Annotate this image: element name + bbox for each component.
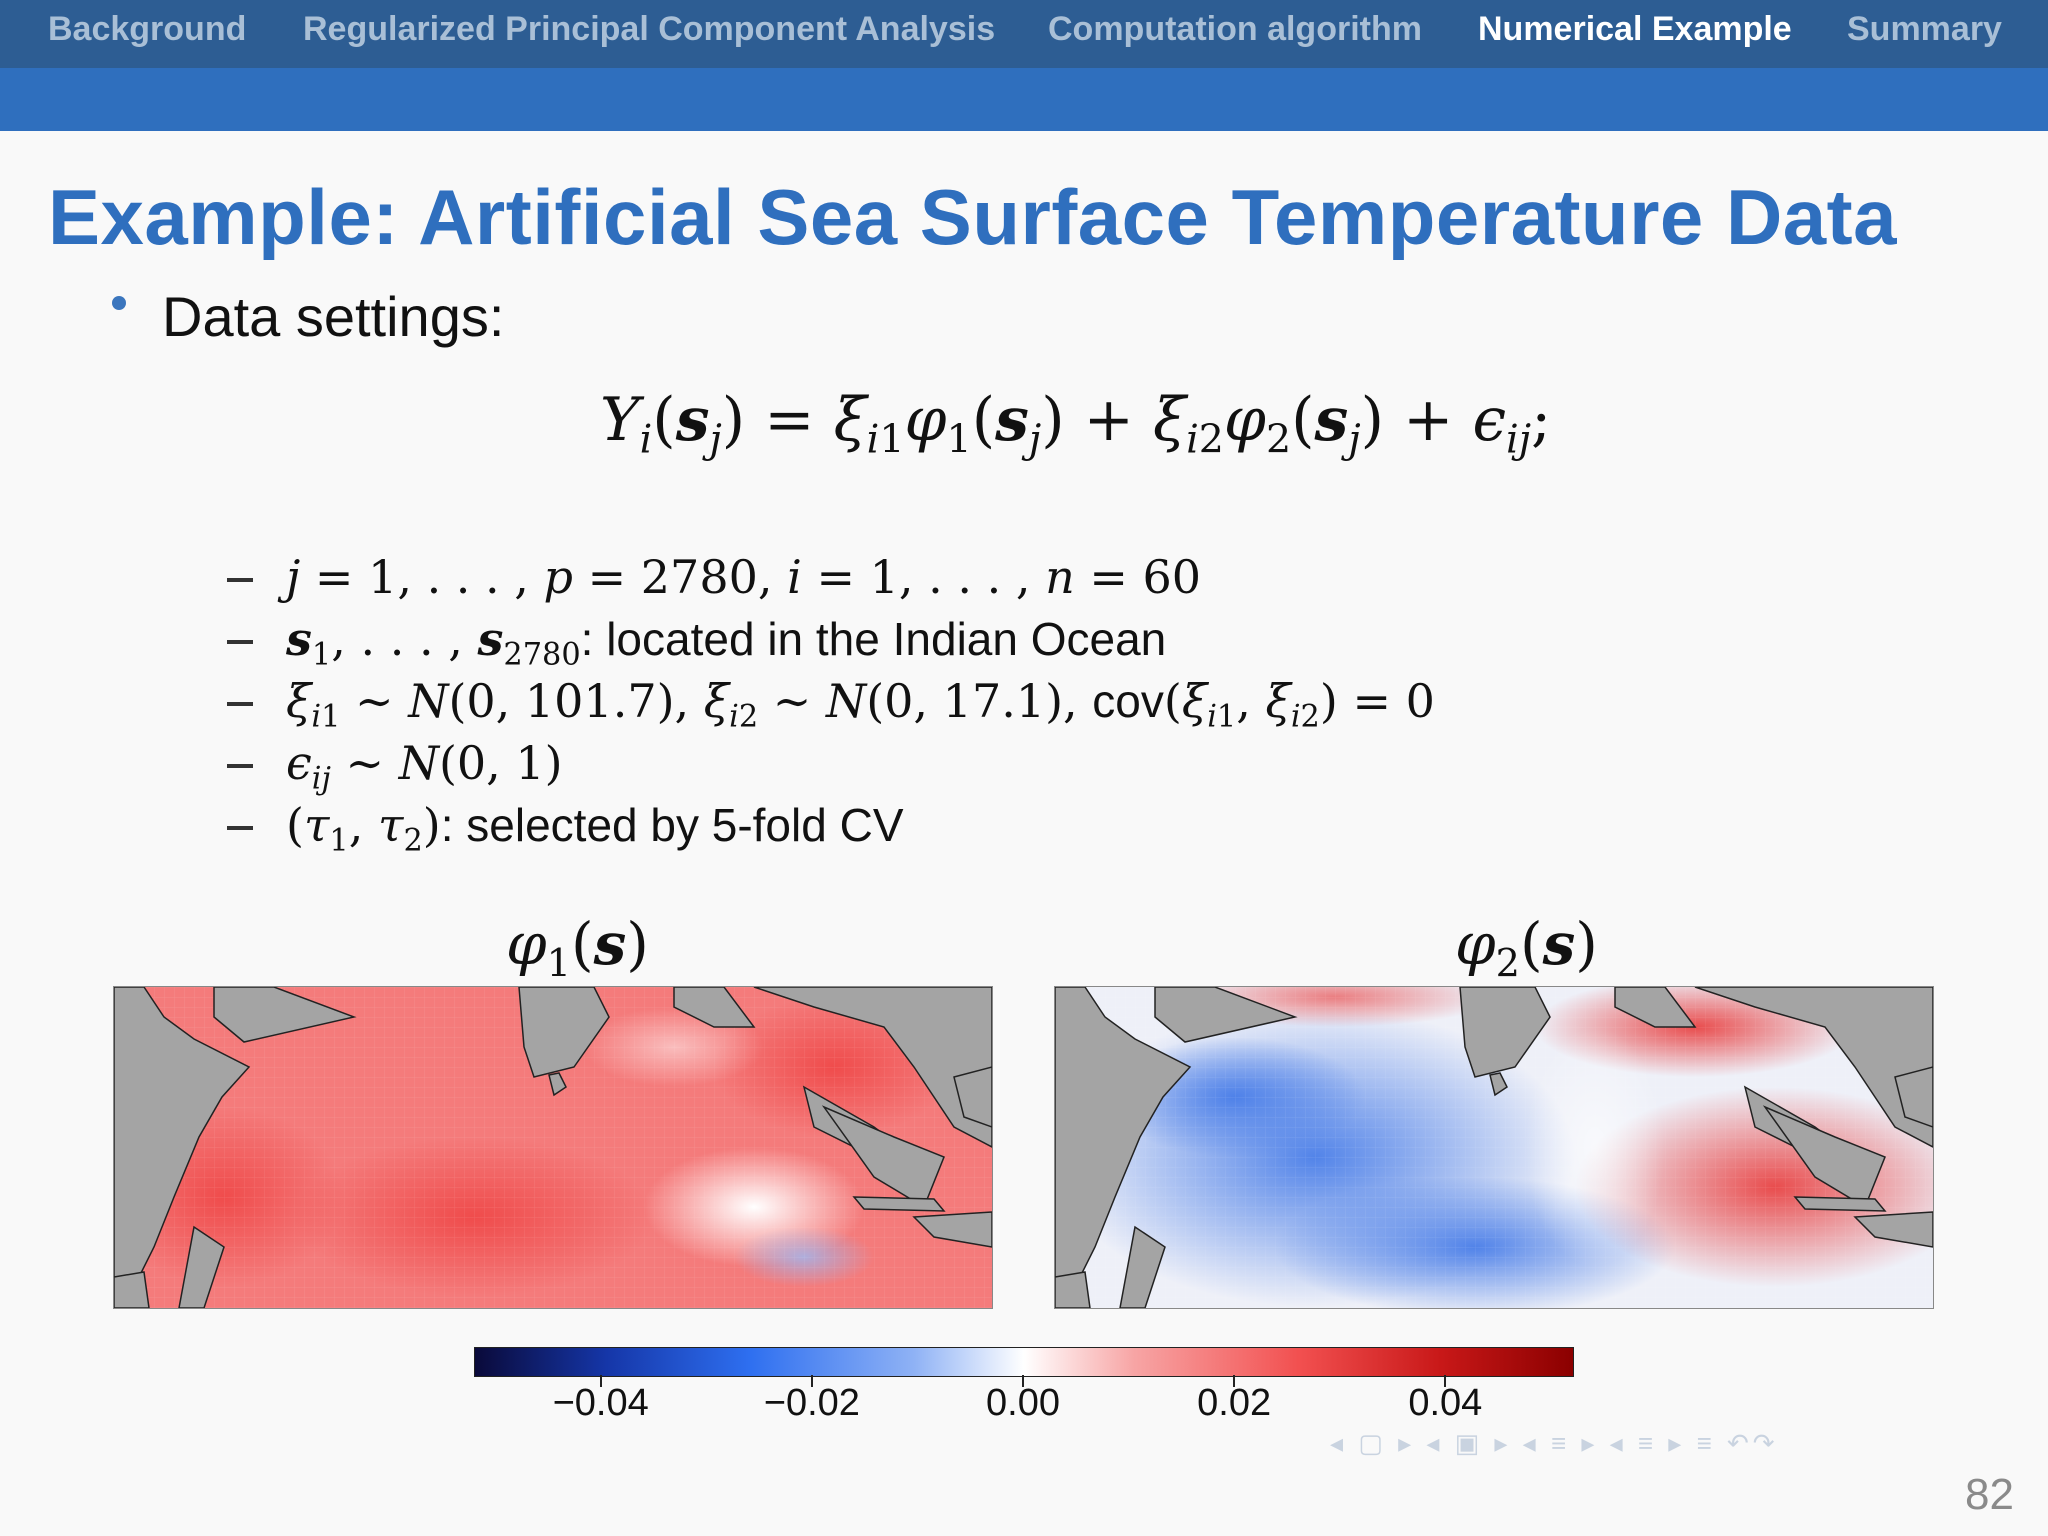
slide-title: Example: Artificial Sea Surface Temperat… [48, 173, 1898, 261]
colorbar-tick-mark [1022, 1375, 1024, 1387]
land-masses [1055, 987, 1933, 1308]
map-title-phi1: φ1(s) [506, 910, 649, 987]
colorbar-tick-label: 0.02 [1197, 1382, 1272, 1424]
colorbar-tick-mark [810, 1375, 813, 1387]
bullet-data-settings: Data settings: [162, 285, 505, 348]
model-equation: Yi(sj) = ξi1φ1(sj) + ξi2φ2(sj) + ϵij; [600, 385, 1552, 463]
colorbar-tick-label: −0.04 [552, 1382, 649, 1424]
colorbar-tick-mark [1233, 1375, 1236, 1387]
bullet-icon [112, 296, 126, 310]
location-text: : located in the Indian Ocean [580, 613, 1167, 665]
colorbar-tick-mark [599, 1375, 602, 1387]
map-phi2-svg [1055, 987, 1933, 1308]
dash-icon [227, 640, 253, 644]
nav-item-summary[interactable]: Summary [1847, 10, 2002, 48]
map-title-phi2: φ2(s) [1455, 910, 1598, 987]
map-phi1 [113, 986, 993, 1309]
nav-item-background[interactable]: Background [48, 10, 247, 48]
dash-icon [227, 764, 253, 768]
colorbar-tick-label: 0.00 [986, 1382, 1060, 1424]
cov-label: cov [1092, 675, 1164, 727]
header-subbar [0, 68, 2048, 131]
colorbar-tick-label: 0.04 [1408, 1382, 1483, 1424]
nav-item-numerical-example[interactable]: Numerical Example [1478, 10, 1792, 48]
colorbar-tick-mark [1444, 1375, 1447, 1387]
land-masses [114, 987, 992, 1308]
dash-icon [227, 702, 253, 706]
colorbar [474, 1347, 1574, 1377]
nav-item-regularized-pca[interactable]: Regularized Principal Component Analysis [303, 10, 996, 48]
section-navbar: Background Regularized Principal Compone… [0, 0, 2048, 68]
cv-text: : selected by 5-fold CV [440, 799, 904, 851]
map-phi2 [1054, 986, 1934, 1309]
colorbar-tick-label: −0.02 [763, 1382, 860, 1424]
dash-icon [227, 826, 253, 830]
beamer-navigation-icons[interactable]: ◂ ▢ ▸ ◂ ▣ ▸ ◂ ≡ ▸ ◂ ≡ ▸ ≡ ↶↷ [1330, 1428, 1779, 1458]
map-phi1-svg [114, 987, 992, 1308]
page-number: 82 [1965, 1470, 2014, 1519]
equation-separator: ; [1530, 385, 1552, 455]
dash-icon [227, 578, 253, 582]
nav-item-computation-algorithm[interactable]: Computation algorithm [1048, 10, 1422, 48]
